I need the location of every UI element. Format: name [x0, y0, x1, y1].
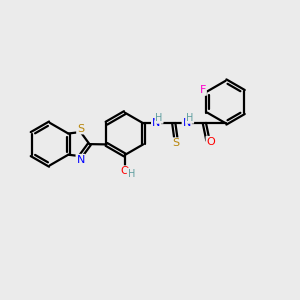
Text: S: S	[77, 124, 84, 134]
Text: N: N	[152, 118, 160, 128]
Text: H: H	[186, 113, 194, 123]
Text: H: H	[155, 113, 163, 123]
Text: H: H	[128, 169, 135, 178]
Text: N: N	[182, 118, 191, 128]
Text: N: N	[76, 155, 85, 165]
Text: F: F	[200, 85, 206, 95]
Text: O: O	[206, 137, 215, 147]
Text: S: S	[172, 138, 180, 148]
Text: O: O	[120, 166, 129, 176]
